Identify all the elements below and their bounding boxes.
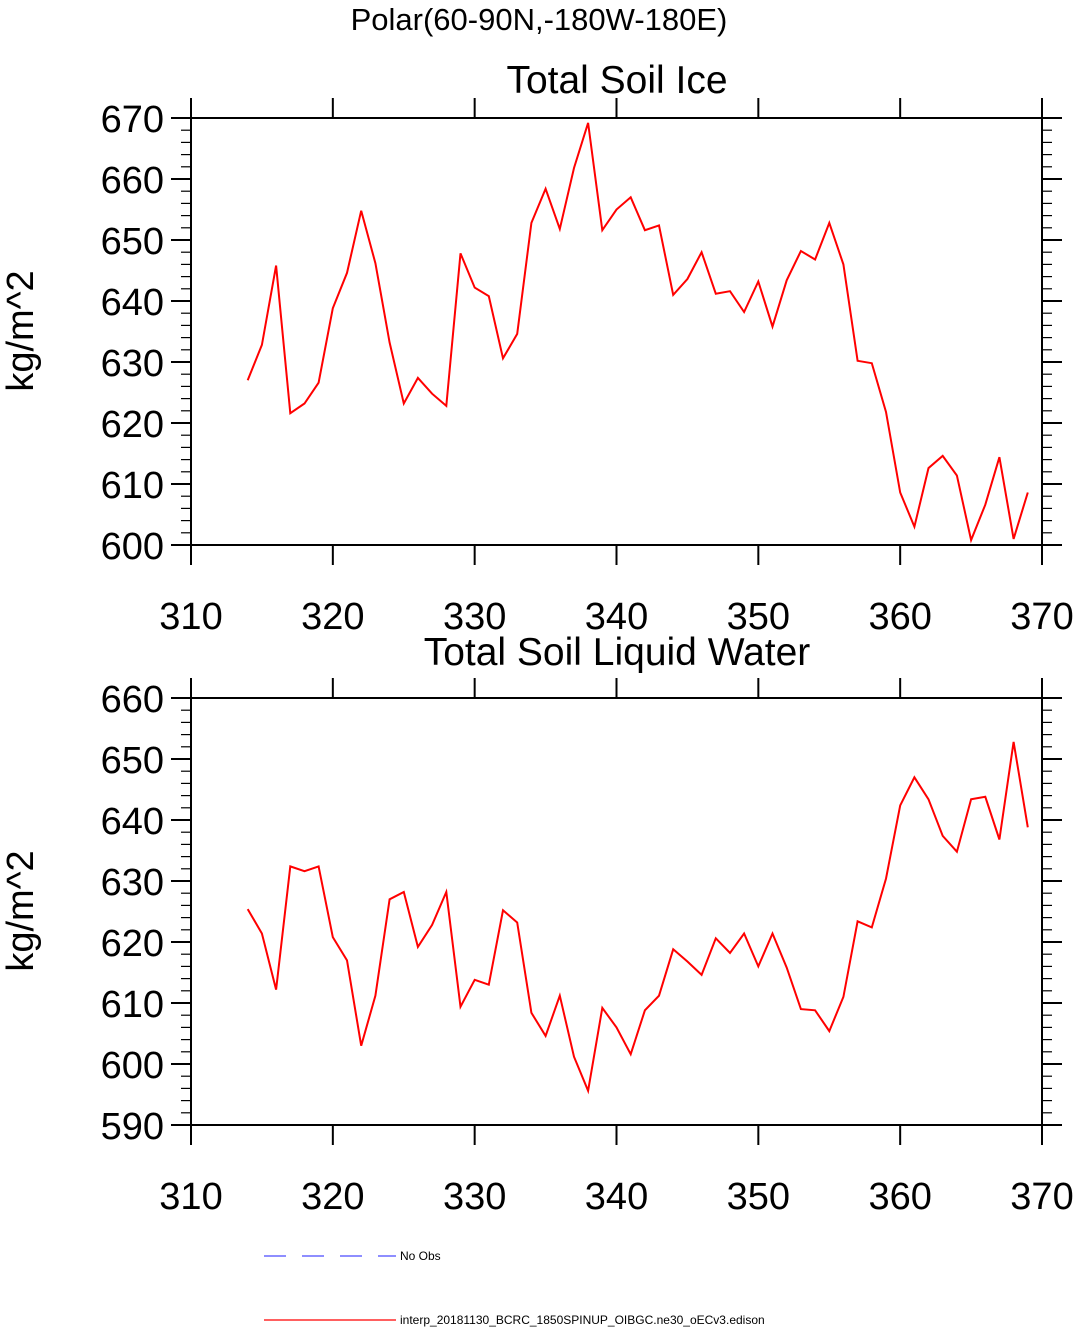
x-tick-label: 360 — [868, 1176, 931, 1218]
plot-frame — [190, 117, 1043, 546]
x-tick-label: 350 — [727, 596, 790, 638]
panel-title: Total Soil Liquid Water — [424, 631, 811, 674]
y-tick-label: 650 — [101, 221, 164, 263]
series-line — [246, 741, 1029, 1095]
main-title: Polar(60-90N,-180W-180E) — [351, 2, 728, 37]
y-tick-label: 620 — [101, 923, 164, 965]
x-tick-label: 330 — [443, 596, 506, 638]
y-axis-label: kg/m^2 — [0, 850, 42, 971]
y-tick-label: 600 — [101, 526, 164, 568]
y-tick-label: 630 — [101, 862, 164, 904]
y-tick-label: 660 — [101, 679, 164, 721]
soil-liquid-water-panel: Total Soil Liquid Water kg/m^2 310 320 330… — [0, 631, 1074, 1218]
y-tick-label: 610 — [101, 465, 164, 507]
x-tick-label: 320 — [301, 596, 364, 638]
y-tick-label: 670 — [101, 99, 164, 141]
y-tick-label: 650 — [101, 740, 164, 782]
legend-label-no-obs: No Obs — [400, 1249, 441, 1263]
y-tick-label: 660 — [101, 160, 164, 202]
legend-label-model: interp_20181130_BCRC_1850SPINUP_OIBGC.ne… — [400, 1313, 765, 1327]
y-axis-label: kg/m^2 — [0, 270, 42, 391]
y-tick-label: 610 — [101, 984, 164, 1026]
legend: No Obs interp_20181130_BCRC_1850SPINUP_O… — [264, 1249, 765, 1327]
y-tick-label: 630 — [101, 343, 164, 385]
axis-ticks: 310 320 330 340 350 360 370 600 610 620 630 640 650 6… — [101, 98, 1074, 638]
x-tick-label: 330 — [443, 1176, 506, 1218]
plot-area — [246, 122, 1029, 544]
x-tick-label: 340 — [585, 596, 648, 638]
y-tick-label: 640 — [101, 801, 164, 843]
x-tick-label: 310 — [159, 596, 222, 638]
axis-ticks: 310 320 330 340 350 360 370 590 600 610 620 630 640 6… — [101, 678, 1074, 1218]
x-tick-label: 320 — [301, 1176, 364, 1218]
x-tick-label: 370 — [1010, 596, 1073, 638]
plot-frame — [190, 697, 1043, 1126]
x-tick-label: 360 — [868, 596, 931, 638]
y-tick-label: 590 — [101, 1106, 164, 1148]
y-tick-label: 600 — [101, 1045, 164, 1087]
x-tick-label: 350 — [727, 1176, 790, 1218]
plot-area — [246, 741, 1029, 1095]
panel-title: Total Soil Ice — [506, 59, 727, 102]
soil-ice-panel: Total Soil Ice kg/m^2 310 320 330 340 350 360… — [0, 59, 1074, 638]
x-tick-label: 340 — [585, 1176, 648, 1218]
y-tick-label: 640 — [101, 282, 164, 324]
series-line — [246, 122, 1029, 544]
x-tick-label: 370 — [1010, 1176, 1073, 1218]
y-tick-label: 620 — [101, 404, 164, 446]
x-tick-label: 310 — [159, 1176, 222, 1218]
